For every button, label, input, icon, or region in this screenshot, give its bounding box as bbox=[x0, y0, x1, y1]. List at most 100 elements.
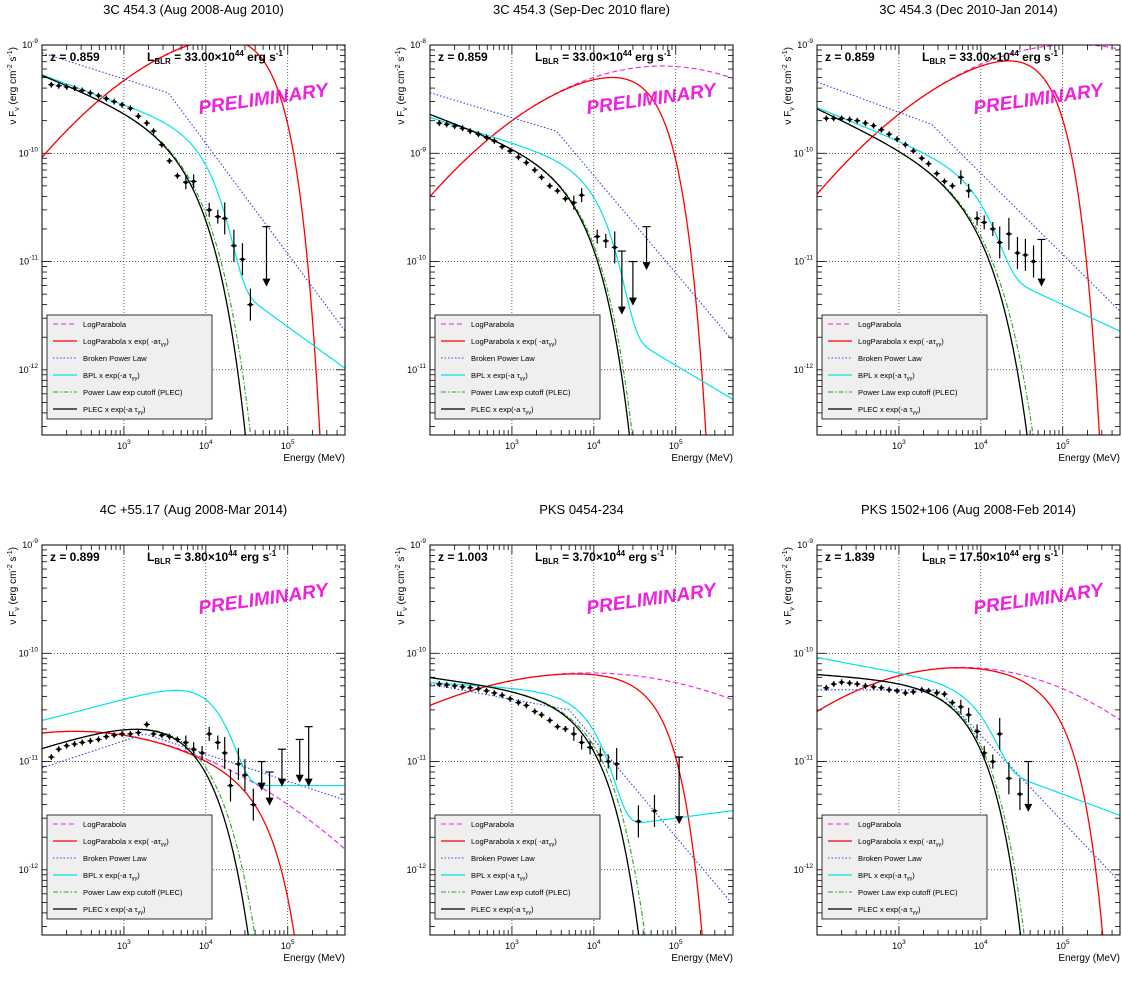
tick-label: 103 bbox=[505, 439, 519, 451]
legend-entry: BPL x exp(-a τγγ) bbox=[83, 371, 140, 382]
data-point bbox=[878, 126, 885, 133]
model-curve-plecabs bbox=[430, 113, 631, 435]
legend-entry: LogParabola x exp( -aτγγ) bbox=[858, 837, 944, 848]
legend: LogParabola LogParabola x exp( -aτγγ) Brok… bbox=[46, 814, 213, 920]
legend: LogParabola LogParabola x exp( -aτγγ) Brok… bbox=[434, 814, 601, 920]
legend-entry: Broken Power Law bbox=[471, 854, 535, 863]
data-point bbox=[95, 736, 102, 743]
data-point bbox=[846, 680, 853, 687]
data-point bbox=[918, 155, 925, 162]
data-point bbox=[918, 686, 925, 693]
data-point bbox=[611, 231, 618, 264]
preliminary-watermark: PRELIMINARY bbox=[197, 580, 332, 619]
data-point bbox=[605, 754, 612, 769]
data-point bbox=[838, 115, 845, 122]
data-points bbox=[823, 115, 1046, 287]
tick-label: 10-12 bbox=[794, 363, 814, 375]
redshift-label: z = 1.003 bbox=[438, 550, 488, 564]
legend: LogParabola LogParabola x exp( -aτγγ) Brok… bbox=[821, 314, 988, 420]
data-point bbox=[515, 699, 522, 706]
data-point bbox=[55, 746, 62, 753]
upper-limit-point bbox=[304, 726, 313, 787]
data-point bbox=[981, 745, 988, 760]
tick-label: 10-11 bbox=[19, 255, 38, 267]
tick-label: 10-12 bbox=[19, 363, 39, 375]
model-curve-plecabs bbox=[42, 74, 247, 435]
data-point bbox=[862, 682, 869, 689]
sed-panel-3: 3C 454.3 (Dec 2010-Jan 2014) 103 104 105 10-… bbox=[782, 2, 1121, 464]
legend: LogParabola LogParabola x exp( -aτγγ) Brok… bbox=[434, 314, 601, 420]
upper-limit-point bbox=[262, 226, 271, 287]
tick-label: 10-10 bbox=[407, 255, 427, 267]
data-point bbox=[483, 687, 490, 694]
model-curves bbox=[430, 672, 733, 935]
data-point bbox=[531, 167, 538, 174]
data-point bbox=[933, 689, 940, 696]
data-point bbox=[507, 695, 514, 702]
legend-entry: Power Law exp cutoff (PLEC) bbox=[858, 888, 958, 897]
data-points bbox=[436, 120, 651, 315]
data-point bbox=[562, 195, 569, 202]
y-axis-label: ν Fν (erg cm-2 s-1) bbox=[395, 547, 409, 625]
tick-label: 10-9 bbox=[797, 38, 813, 50]
data-point bbox=[150, 128, 157, 135]
data-point bbox=[63, 83, 70, 90]
data-point bbox=[910, 147, 917, 154]
legend-box bbox=[821, 814, 988, 920]
model-curve-bpl bbox=[42, 52, 345, 332]
data-point bbox=[546, 717, 553, 724]
data-point bbox=[95, 92, 102, 99]
model-curve-plecabs bbox=[817, 673, 1022, 935]
data-point bbox=[241, 759, 248, 792]
data-point bbox=[870, 683, 877, 690]
data-point bbox=[190, 742, 197, 757]
legend-entry: LogParabola x exp( -aτγγ) bbox=[471, 837, 557, 848]
blr-luminosity-label: LBLR = 17.50×1044 erg s-1 bbox=[922, 549, 1058, 566]
legend-entry: Power Law exp cutoff (PLEC) bbox=[83, 888, 183, 897]
plot-frame bbox=[429, 544, 734, 936]
legend-entry: LogParabola bbox=[83, 320, 127, 329]
data-point bbox=[127, 105, 134, 112]
data-point bbox=[443, 681, 450, 688]
model-curve-bpl bbox=[817, 689, 1120, 883]
model-curve-plec bbox=[817, 674, 1025, 935]
x-axis-label: Energy (MeV) bbox=[283, 453, 345, 464]
data-point bbox=[143, 120, 150, 127]
tick-label: 10-10 bbox=[794, 146, 814, 158]
data-point bbox=[143, 721, 150, 728]
tick-label: 10-9 bbox=[22, 38, 38, 50]
legend-entry: PLEC x exp(-a τγγ) bbox=[858, 905, 921, 916]
legend-box bbox=[46, 814, 213, 920]
data-point bbox=[135, 729, 142, 736]
tick-label: 105 bbox=[1056, 939, 1070, 951]
upper-limit-point bbox=[1037, 238, 1046, 287]
data-point bbox=[1005, 217, 1012, 250]
data-point bbox=[933, 170, 940, 177]
data-point bbox=[499, 143, 506, 150]
data-point bbox=[436, 120, 443, 127]
data-point bbox=[570, 726, 577, 741]
model-curve-lpabs bbox=[42, 45, 321, 435]
blr-luminosity-label: LBLR = 33.00×1044 erg s-1 bbox=[147, 49, 283, 66]
tick-label: 10-8 bbox=[410, 38, 426, 50]
data-point bbox=[221, 736, 228, 769]
data-point bbox=[247, 288, 254, 321]
plot-frame bbox=[816, 544, 1121, 936]
tick-label: 10-9 bbox=[22, 538, 38, 550]
upper-limit-point bbox=[617, 250, 626, 315]
legend-box bbox=[434, 314, 601, 420]
data-point bbox=[894, 687, 901, 694]
model-curve-bpl bbox=[817, 81, 1120, 312]
tick-label: 10-10 bbox=[794, 646, 814, 658]
data-point bbox=[190, 174, 197, 189]
redshift-label: z = 0.899 bbox=[50, 550, 100, 564]
tick-label: 105 bbox=[281, 439, 295, 451]
preliminary-watermark: PRELIMINARY bbox=[585, 80, 720, 119]
data-point bbox=[182, 735, 189, 750]
data-point bbox=[902, 689, 909, 696]
plot-frame bbox=[41, 44, 346, 436]
sed-panel-2: 3C 454.3 (Sep-Dec 2010 flare) 103 104 105 10… bbox=[395, 2, 734, 464]
preliminary-watermark: PRELIMINARY bbox=[197, 80, 332, 119]
tick-label: 103 bbox=[892, 439, 906, 451]
data-point bbox=[523, 702, 530, 709]
